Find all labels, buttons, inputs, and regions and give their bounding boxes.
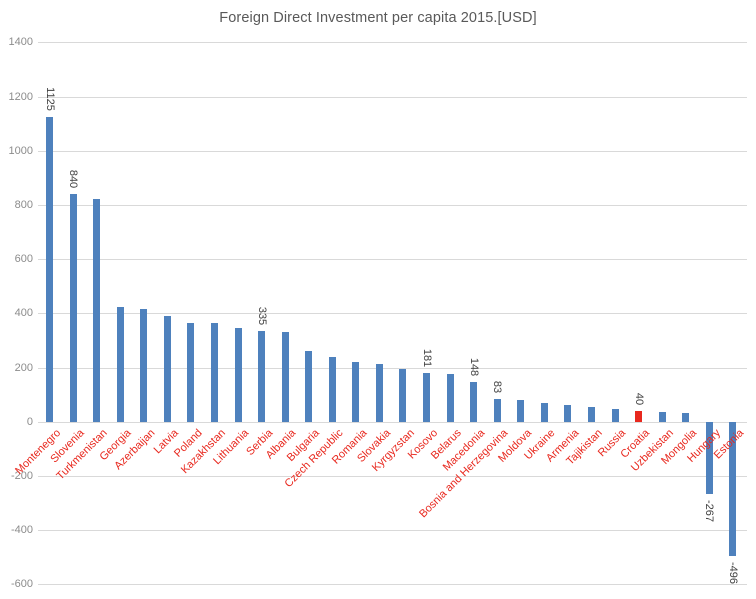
gridline [38, 475, 747, 477]
bar [305, 350, 313, 422]
bar [470, 381, 478, 422]
gridline [38, 204, 747, 206]
bar-highlighted [635, 410, 643, 422]
bar [682, 413, 690, 422]
bar-value-label: 335 [255, 306, 268, 326]
bar-value-label: 83 [491, 381, 504, 394]
bar [69, 194, 77, 422]
y-axis-tick-label: 200 [14, 361, 33, 374]
y-axis-tick-label: -400 [10, 524, 33, 537]
bar-value-label: 840 [67, 169, 80, 189]
gridline [38, 530, 747, 532]
bar [611, 408, 619, 422]
bar [658, 411, 666, 422]
bar [493, 399, 501, 422]
bar [93, 199, 101, 422]
bar [258, 330, 266, 422]
bar [375, 363, 383, 422]
bar [210, 323, 218, 422]
bar [140, 309, 148, 422]
y-axis-tick-label: 1200 [8, 90, 33, 103]
bar [328, 357, 336, 422]
gridline [38, 421, 747, 423]
bar-value-label: 148 [467, 357, 480, 376]
bar [116, 307, 124, 422]
y-axis-tick-label: -600 [10, 578, 33, 591]
y-axis-tick-label: 400 [14, 307, 33, 320]
bar-value-label: 181 [420, 348, 433, 367]
y-axis-tick-label: 600 [14, 253, 33, 266]
bar [540, 402, 548, 422]
gridline [38, 367, 747, 369]
bar [729, 421, 737, 557]
bar [399, 369, 407, 422]
y-axis-tick-label: 0 [26, 415, 33, 428]
bar [564, 405, 572, 422]
bar [517, 400, 525, 422]
bar [587, 407, 595, 422]
bar [352, 361, 360, 422]
bar-value-label: -496 [726, 562, 739, 585]
gridline [38, 313, 747, 315]
bar-value-label: 1125 [43, 86, 56, 111]
bar [46, 116, 53, 422]
bar-value-label: 40 [632, 392, 645, 405]
gridline [38, 150, 747, 152]
gridline [38, 584, 747, 586]
chart-title: Foreign Direct Investment per capita 201… [219, 10, 537, 26]
y-axis-tick-label: 800 [14, 198, 33, 211]
bar [281, 331, 289, 422]
bar [187, 322, 195, 422]
gridline [38, 259, 747, 261]
bar [446, 373, 454, 422]
y-axis-tick-label: 1400 [8, 36, 33, 49]
y-axis-tick-label: 1000 [8, 144, 33, 157]
bar [423, 372, 431, 422]
gridline [38, 96, 747, 98]
bar [163, 316, 171, 422]
bar [705, 421, 713, 495]
y-axis-tick-label: -200 [10, 469, 33, 482]
gridline [38, 42, 747, 44]
bar [234, 328, 242, 422]
bar-value-label: -267 [703, 500, 716, 523]
